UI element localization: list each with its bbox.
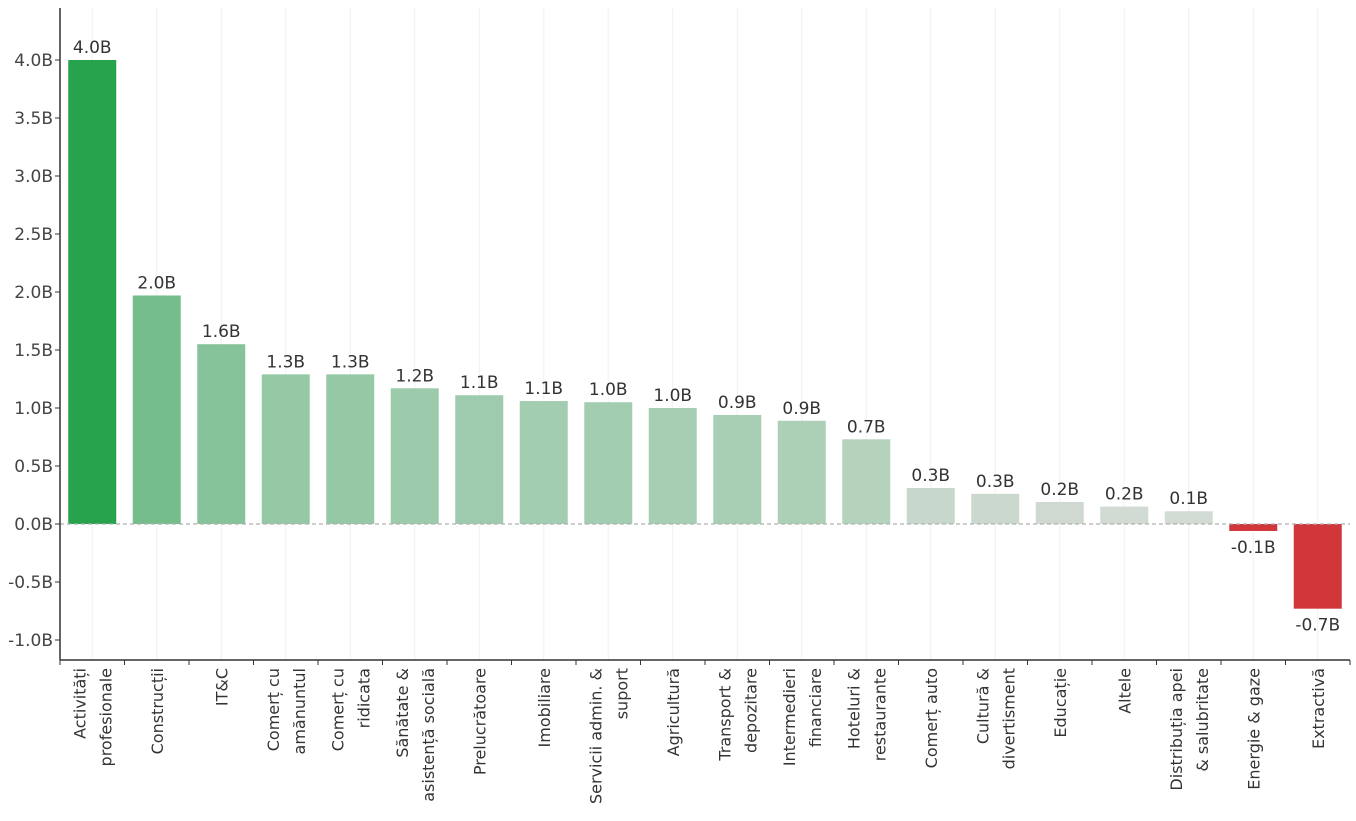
data-label: 0.9B bbox=[718, 393, 757, 413]
bar bbox=[971, 493, 1020, 524]
bar bbox=[1035, 501, 1084, 524]
y-tick-label: -0.5B bbox=[8, 573, 53, 593]
x-tick-label: Agricultură bbox=[664, 668, 683, 756]
y-tick-label: 1.0B bbox=[14, 399, 53, 419]
data-label: -0.7B bbox=[1295, 616, 1340, 636]
x-tick-label: Prelucrătoare bbox=[470, 668, 489, 775]
y-tick-label: 3.0B bbox=[14, 167, 53, 187]
data-label: 0.3B bbox=[911, 466, 950, 486]
data-label: 1.6B bbox=[202, 322, 241, 342]
x-tick-label: Distribuția apei & salubritate bbox=[1167, 668, 1212, 791]
bar bbox=[842, 439, 891, 524]
data-label: 0.1B bbox=[1169, 489, 1208, 509]
x-tick-label: Energie & gaze bbox=[1244, 668, 1263, 790]
data-label: 0.3B bbox=[976, 472, 1015, 492]
bar bbox=[777, 420, 826, 524]
y-tick-label: 2.5B bbox=[14, 225, 53, 245]
data-label: -0.1B bbox=[1231, 538, 1276, 558]
data-label: 4.0B bbox=[73, 38, 112, 58]
bar bbox=[906, 488, 955, 524]
data-labels: 4.0B 2.0B 1.6B 1.3B 1.3B 1.2B 1.1B 1.1B 1.0B 1.0B… bbox=[73, 38, 1340, 636]
x-tick-label: Altele bbox=[1115, 668, 1134, 714]
data-label: 0.9B bbox=[782, 399, 821, 419]
x-tick-label: Activități profesionale bbox=[70, 668, 115, 766]
x-axis-labels: Activități profesionale Construcții IT&C Com… bbox=[70, 668, 1328, 804]
data-label: 1.1B bbox=[524, 379, 563, 399]
bar bbox=[519, 401, 568, 524]
x-tick-label: Construcții bbox=[148, 668, 167, 754]
x-tick-label: Comerț cu ridicata bbox=[328, 668, 373, 751]
bar bbox=[1100, 506, 1149, 524]
bar bbox=[390, 388, 439, 524]
data-label: 1.0B bbox=[653, 386, 692, 406]
y-tick-label: 4.0B bbox=[14, 51, 53, 71]
bar bbox=[1229, 524, 1278, 531]
grid-lines bbox=[91, 8, 1319, 660]
x-tick-label: Comerț cu amănuntul bbox=[264, 668, 309, 754]
data-label: 0.7B bbox=[847, 417, 886, 437]
data-label: 1.2B bbox=[395, 366, 434, 386]
y-tick-label: 2.0B bbox=[14, 283, 53, 303]
bar bbox=[1164, 511, 1213, 524]
x-tick-label: Transport & depozitare bbox=[715, 668, 760, 762]
x-tick-label: Sănătate & asistență socială bbox=[393, 668, 438, 802]
x-tick-label: Intermedieri financiare bbox=[780, 668, 825, 766]
y-tick-label: -1.0B bbox=[8, 631, 53, 651]
bar bbox=[197, 344, 246, 524]
y-axis-ticks: -1.0B -0.5B 0.0B 0.5B 1.0B 1.5B 2.0B 2.5B 3.0B 3.… bbox=[8, 51, 60, 651]
bar bbox=[132, 295, 181, 524]
y-tick-label: 0.0B bbox=[14, 515, 53, 535]
data-label: 0.2B bbox=[1040, 480, 1079, 500]
bar bbox=[326, 374, 375, 524]
data-label: 2.0B bbox=[137, 273, 176, 293]
x-tick-label: Extractivă bbox=[1309, 668, 1328, 749]
x-tick-label: Servicii admin. & suport bbox=[586, 668, 631, 804]
data-label: 1.0B bbox=[589, 380, 628, 400]
y-tick-label: 3.5B bbox=[14, 109, 53, 129]
axes bbox=[59, 8, 1351, 665]
bar bbox=[1293, 524, 1342, 609]
data-label: 0.2B bbox=[1105, 485, 1144, 505]
x-tick-label: Hoteluri & restaurante bbox=[844, 668, 889, 761]
bar bbox=[68, 60, 117, 524]
x-tick-label: Educație bbox=[1051, 668, 1070, 738]
bars bbox=[68, 60, 1342, 609]
bar bbox=[584, 402, 633, 524]
data-label: 1.3B bbox=[266, 352, 305, 372]
bar bbox=[261, 374, 310, 524]
y-tick-label: 1.5B bbox=[14, 341, 53, 361]
bar bbox=[713, 414, 762, 524]
data-label: 1.1B bbox=[460, 373, 499, 393]
y-tick-label: 0.5B bbox=[14, 457, 53, 477]
x-tick-label: Cultură & divertisment bbox=[973, 668, 1018, 769]
bar bbox=[455, 395, 504, 524]
data-label: 1.3B bbox=[331, 352, 370, 372]
bar bbox=[648, 408, 697, 524]
x-tick-label: Comerț auto bbox=[922, 668, 941, 768]
x-tick-label: IT&C bbox=[212, 668, 231, 706]
x-tick-label: Imobiliare bbox=[535, 668, 554, 747]
